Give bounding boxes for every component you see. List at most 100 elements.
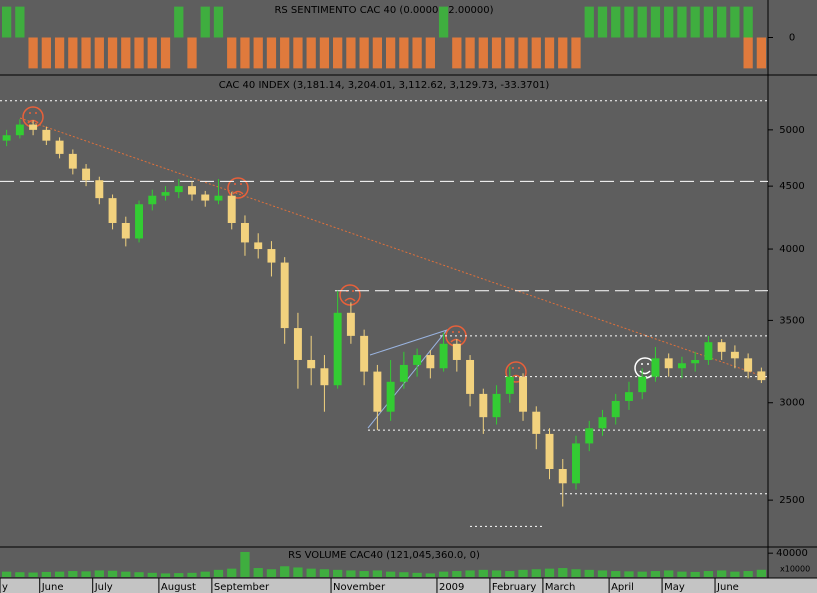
candle-body — [174, 186, 183, 193]
bar — [438, 571, 449, 577]
candle-body — [598, 417, 607, 429]
x-axis-band — [0, 578, 817, 593]
bar — [491, 570, 502, 577]
bar — [160, 37, 171, 69]
bar — [333, 37, 343, 69]
bar — [452, 37, 462, 69]
bar — [346, 37, 356, 69]
candle-body — [254, 242, 263, 250]
y-tick-label: 3500 — [779, 315, 804, 326]
bar — [717, 570, 727, 577]
bar — [81, 571, 91, 577]
bar — [134, 572, 144, 577]
bar — [558, 568, 568, 577]
x-tick-label: June — [716, 582, 739, 593]
candle-body — [68, 153, 77, 169]
candle-body — [42, 129, 51, 141]
candle-body — [717, 342, 726, 352]
x-tick-label: February — [492, 582, 536, 593]
bar — [637, 571, 647, 577]
bar — [597, 6, 608, 38]
bar — [703, 571, 714, 577]
candle-body — [558, 469, 567, 484]
bar — [134, 37, 144, 69]
bar — [372, 37, 383, 69]
bar — [518, 37, 528, 69]
candle-body — [201, 194, 210, 201]
bar — [147, 37, 157, 69]
candle-body — [135, 204, 144, 239]
bar — [677, 6, 687, 38]
x-tick-label: August — [161, 582, 196, 593]
candle-body — [413, 355, 422, 365]
bar — [213, 569, 224, 577]
candle-body — [492, 393, 501, 418]
bar — [677, 571, 687, 577]
bar — [664, 6, 674, 38]
candle-body — [572, 443, 580, 484]
bar — [253, 568, 263, 577]
bar — [558, 37, 568, 69]
bar — [730, 6, 740, 38]
bar — [756, 569, 767, 577]
bar — [597, 570, 608, 577]
bar — [730, 571, 740, 577]
candle-body — [320, 368, 329, 386]
candle-body — [638, 376, 647, 393]
candle-body — [611, 400, 620, 418]
bar — [15, 6, 25, 38]
y-tick-label: 4500 — [779, 181, 804, 192]
panel-title: CAC 40 INDEX (3,181.14, 3,204.01, 3,112.… — [219, 80, 550, 91]
bar — [227, 568, 237, 577]
x-tick-label: y — [2, 582, 8, 593]
candle-body — [757, 371, 766, 381]
bar — [743, 6, 753, 38]
candle-body — [108, 198, 117, 223]
bar — [571, 37, 581, 69]
bar — [41, 571, 51, 577]
candle-body — [585, 428, 594, 444]
bar — [637, 6, 647, 38]
x-tick-label: July — [94, 582, 113, 593]
bar — [280, 37, 290, 69]
panel-title: RS VOLUME CAC40 (121,045,360.0, 0) — [288, 550, 480, 561]
bar — [756, 37, 767, 69]
bar — [160, 573, 171, 577]
candle-body — [29, 124, 38, 130]
bar — [121, 571, 131, 577]
bar — [359, 37, 369, 69]
x-tick-label: 2009 — [439, 582, 464, 593]
bar — [584, 6, 594, 38]
bar — [107, 570, 118, 577]
candle-body — [307, 359, 316, 369]
candle-body — [227, 195, 236, 223]
candle-body — [95, 180, 104, 199]
bar — [544, 37, 555, 69]
y-tick-label: 2500 — [779, 495, 804, 506]
candle-body — [466, 359, 475, 394]
candle-body — [293, 328, 302, 360]
bar — [690, 6, 700, 38]
bar — [266, 37, 277, 69]
x-tick-label: April — [611, 582, 634, 593]
bar — [187, 37, 197, 69]
bar — [624, 571, 634, 577]
bar — [412, 572, 422, 577]
bar — [478, 569, 488, 577]
bar — [54, 571, 65, 577]
y-tick-label: 3000 — [779, 398, 804, 409]
bar — [611, 6, 621, 38]
x-tick-label: March — [545, 582, 575, 593]
bar — [690, 571, 700, 577]
bar — [544, 568, 555, 577]
candle-body — [452, 343, 461, 360]
candle-body — [360, 335, 369, 372]
bar — [28, 37, 38, 69]
bar — [94, 570, 104, 577]
bar — [68, 571, 78, 577]
volume-unit: x10000 — [780, 565, 810, 574]
candle-body — [479, 393, 488, 418]
bar — [505, 571, 515, 577]
